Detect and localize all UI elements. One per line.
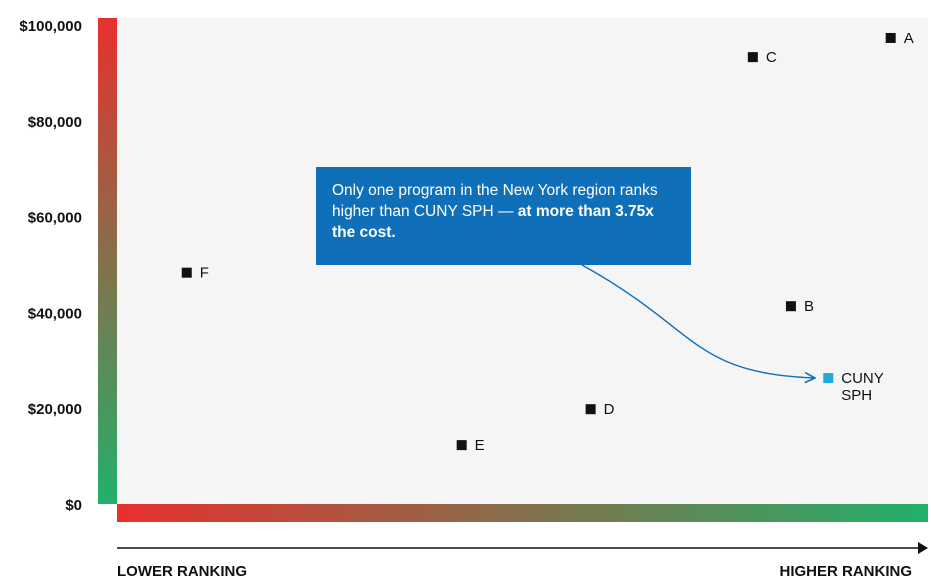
data-point [785,301,796,312]
y-axis-ticks: $0 $20,000 $40,000 $60,000 $80,000 $100,000 [19,18,82,514]
data-point [456,440,467,451]
annotation-callout: Only one program in the New York region … [316,167,691,265]
data-point-label: C [766,49,777,66]
x-axis-left-label: LOWER RANKING [117,563,247,580]
y-tick-label: $80,000 [28,114,82,131]
y-tick-label: $20,000 [28,401,82,418]
data-point-label: B [804,298,814,315]
y-tick-label: $100,000 [19,18,82,35]
x-axis-right-label: HIGHER RANKING [779,563,912,580]
data-point [747,52,758,63]
annotation-bold-text: at more than 3.75x the cost. [332,203,654,241]
data-point-label: F [200,265,209,282]
y-axis-gradient-bar [98,18,117,504]
y-tick-label: $40,000 [28,305,82,322]
ranking-arrowhead [918,542,928,554]
data-points: A C F B CUNY SPH D E [181,30,914,454]
data-point-label: CUNY SPH [841,370,884,404]
data-point-label: E [475,437,485,454]
data-point-label: D [604,401,615,418]
callout-arrow [581,264,815,378]
x-axis-gradient-bar [117,504,928,522]
y-tick-label: $0 [65,497,82,514]
data-point-label: A [904,30,914,47]
data-point [885,32,896,43]
annotation-text: Only one program in the New York region … [332,182,658,220]
data-point [823,373,834,384]
y-tick-label: $60,000 [28,210,82,227]
data-point [181,267,192,278]
data-point [585,404,596,415]
